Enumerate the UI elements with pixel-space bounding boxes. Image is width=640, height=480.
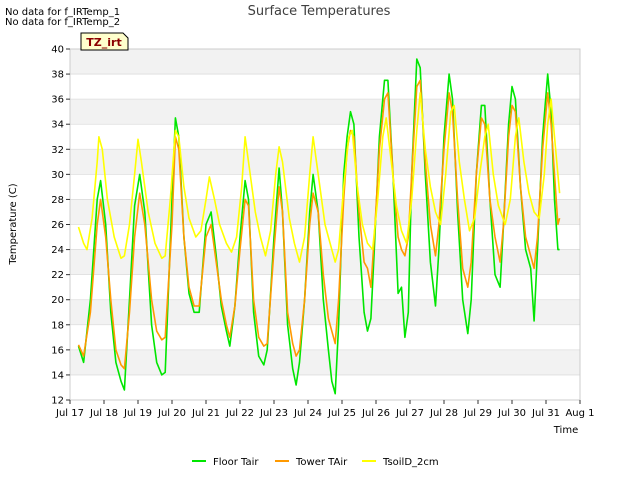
x-tick-label: Jul 29 bbox=[463, 408, 492, 419]
x-tick-label: Jul 31 bbox=[531, 408, 560, 419]
y-tick-label: 16 bbox=[51, 345, 64, 356]
y-tick-label: 22 bbox=[51, 270, 64, 281]
series-line-tower-tair bbox=[77, 79, 561, 370]
background-band bbox=[70, 349, 580, 375]
series-layer bbox=[77, 58, 561, 395]
y-tick-label: 30 bbox=[51, 170, 64, 181]
y-tick-label: 38 bbox=[51, 70, 64, 81]
y-tick-label: 20 bbox=[51, 295, 64, 306]
x-tick-label: Aug 1 bbox=[565, 408, 594, 419]
y-tick-label: 28 bbox=[51, 195, 64, 206]
legend-item-tower-tair: Tower TAir bbox=[275, 457, 348, 468]
x-tick-label: Jul 21 bbox=[191, 408, 220, 419]
x-tick-label: Jul 19 bbox=[123, 408, 152, 419]
y-axis-label: Temperature (C) bbox=[8, 183, 19, 265]
x-axis-label: Time bbox=[553, 425, 578, 436]
x-tick-label: Jul 18 bbox=[89, 408, 118, 419]
series-line-tsoild-2cm bbox=[77, 92, 561, 263]
x-tick-label: Jul 28 bbox=[429, 408, 458, 419]
y-tick-label: 24 bbox=[51, 245, 64, 256]
legend-item-tsoild-2cm: TsoilD_2cm bbox=[362, 457, 439, 468]
x-tick-label: Jul 17 bbox=[55, 408, 84, 419]
x-tick-label: Jul 23 bbox=[259, 408, 288, 419]
x-axis-ticks: Jul 17 Jul 18 Jul 19 Jul 20 Jul 21 Jul 22 Jul … bbox=[55, 400, 595, 419]
x-tick-label: Jul 26 bbox=[361, 408, 390, 419]
legend-label-tower-tair: Tower TAir bbox=[295, 457, 348, 468]
x-tick-label: Jul 20 bbox=[157, 408, 186, 419]
background-band bbox=[70, 49, 580, 75]
y-tick-label: 12 bbox=[51, 396, 64, 407]
background-band bbox=[70, 149, 580, 175]
x-tick-label: Jul 30 bbox=[497, 408, 526, 419]
legend: Floor Tair Tower TAir TsoilD_2cm bbox=[192, 457, 439, 468]
y-tick-label: 18 bbox=[51, 320, 64, 331]
y-tick-label: 14 bbox=[51, 370, 64, 381]
no-data-note-irtemp-1: No data for f_IRTemp_1 bbox=[5, 7, 121, 18]
tz-irt-badge: TZ_irt bbox=[80, 32, 129, 51]
y-tick-label: 32 bbox=[51, 145, 64, 156]
background-band bbox=[70, 99, 580, 125]
no-data-note-irtemp-2: No data for f_IRTemp_2 bbox=[5, 17, 121, 28]
chart-title: Surface Temperatures bbox=[248, 4, 391, 19]
y-tick-label: 26 bbox=[51, 220, 64, 231]
y-tick-label: 40 bbox=[51, 45, 64, 56]
legend-label-floor-tair: Floor Tair bbox=[213, 457, 259, 468]
legend-label-tsoild-2cm: TsoilD_2cm bbox=[382, 457, 439, 468]
x-tick-label: Jul 24 bbox=[293, 408, 322, 419]
y-tick-label: 34 bbox=[51, 120, 64, 131]
x-tick-label: Jul 25 bbox=[327, 408, 356, 419]
legend-item-floor-tair: Floor Tair bbox=[192, 457, 259, 468]
x-tick-label: Jul 27 bbox=[395, 408, 424, 419]
x-tick-label: Jul 22 bbox=[225, 408, 254, 419]
tz-irt-badge-label: TZ_irt bbox=[86, 36, 121, 49]
y-tick-label: 36 bbox=[51, 95, 64, 106]
y-axis-ticks: 12 14 16 18 20 22 24 26 28 30 32 34 36 38 40 bbox=[51, 45, 70, 407]
